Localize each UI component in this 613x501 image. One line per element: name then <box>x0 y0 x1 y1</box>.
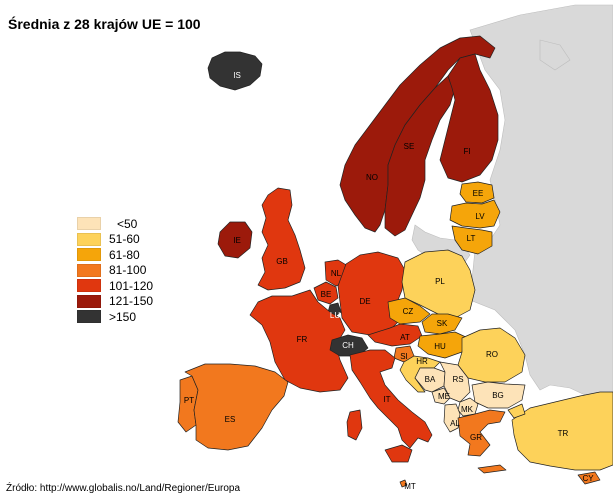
label-LV: LV <box>475 212 485 221</box>
label-SK: SK <box>437 319 448 328</box>
legend-swatch <box>77 248 101 262</box>
label-IT: IT <box>383 395 390 404</box>
label-SI: SI <box>400 352 408 361</box>
country-IT-sicily[interactable] <box>384 444 413 463</box>
country-MT[interactable] <box>399 479 408 488</box>
country-CZ[interactable] <box>387 297 431 325</box>
legend-item: <50 <box>77 216 153 232</box>
legend-item: 51-60 <box>77 232 153 248</box>
country-LT[interactable] <box>451 225 493 255</box>
label-PL: PL <box>435 277 445 286</box>
country-GR[interactable] <box>457 409 506 457</box>
country-FI[interactable] <box>439 53 499 183</box>
country-SE[interactable] <box>384 75 456 237</box>
country-SK[interactable] <box>421 313 463 335</box>
legend-item: 61-80 <box>77 247 153 263</box>
country-BG[interactable] <box>471 381 526 409</box>
legend-item: >150 <box>77 309 153 325</box>
legend-swatch <box>77 279 101 293</box>
label-BG: BG <box>492 391 504 400</box>
label-EE: EE <box>473 189 484 198</box>
country-ME[interactable] <box>431 387 451 405</box>
label-GR: GR <box>470 433 482 442</box>
label-ME: ME <box>438 392 450 401</box>
label-IE: IE <box>233 236 241 245</box>
label-CY: CY <box>582 474 594 483</box>
legend-label: 81-100 <box>109 263 147 278</box>
label-MK: MK <box>461 405 474 414</box>
legend-swatch <box>77 294 101 308</box>
map-title: Średnia z 28 krajów UE = 100 <box>8 16 201 32</box>
legend-swatch <box>77 263 101 277</box>
label-BA: BA <box>425 375 436 384</box>
country-IT[interactable] <box>349 349 433 449</box>
label-MT: MT <box>404 482 416 491</box>
country-ES[interactable] <box>184 363 289 451</box>
legend-swatch <box>77 310 101 324</box>
label-HR: HR <box>416 357 428 366</box>
legend-label: 121-150 <box>109 294 154 309</box>
legend-label: 101-120 <box>109 278 154 293</box>
label-NL: NL <box>331 269 342 278</box>
country-BA[interactable] <box>414 367 446 393</box>
label-HU: HU <box>434 342 446 351</box>
country-EE[interactable] <box>459 181 495 204</box>
label-GB: GB <box>276 257 288 266</box>
legend-label: 51-60 <box>109 232 140 247</box>
label-SE: SE <box>404 142 415 151</box>
label-PT: PT <box>184 396 194 405</box>
label-TR: TR <box>558 429 569 438</box>
source-note: Źródło: http://www.globalis.no/Land/Regi… <box>6 483 241 494</box>
legend-swatch <box>77 217 101 231</box>
country-GB[interactable] <box>257 187 306 291</box>
legend-label: 61-80 <box>109 247 140 262</box>
country-IT-sardinia[interactable] <box>346 409 363 441</box>
legend-item: 101-120 <box>77 278 153 294</box>
country-TR[interactable] <box>511 391 613 471</box>
label-NO: NO <box>366 173 378 182</box>
label-LT: LT <box>467 234 476 243</box>
label-AL: AL <box>450 419 460 428</box>
label-RO: RO <box>486 350 498 359</box>
country-DE[interactable] <box>337 251 406 336</box>
country-TR-thrace[interactable] <box>507 403 526 419</box>
label-IS: IS <box>233 71 241 80</box>
label-CZ: CZ <box>403 307 414 316</box>
country-FR[interactable] <box>249 289 349 393</box>
legend-label: >150 <box>109 309 137 324</box>
label-CH: CH <box>342 341 354 350</box>
label-LU: LU <box>330 311 340 320</box>
label-DE: DE <box>359 297 370 306</box>
country-RO[interactable] <box>457 327 526 383</box>
label-AT: AT <box>400 333 410 342</box>
legend-swatch <box>77 232 101 246</box>
legend-label: <50 <box>117 216 138 231</box>
country-LV[interactable] <box>449 199 501 229</box>
label-ES: ES <box>225 415 236 424</box>
country-BE[interactable] <box>313 281 339 305</box>
country-IE[interactable] <box>217 221 253 259</box>
non-member-territory <box>539 39 571 71</box>
legend-item: 81-100 <box>77 263 153 279</box>
country-GR-crete[interactable] <box>477 464 507 474</box>
country-CY[interactable] <box>577 471 601 485</box>
label-FR: FR <box>297 335 308 344</box>
label-BE: BE <box>321 290 332 299</box>
country-labels: IS NO SE FI EE LV LT IE GB NL BE LU DE P… <box>184 71 594 491</box>
country-IS[interactable] <box>207 51 263 91</box>
label-FI: FI <box>463 147 470 156</box>
label-RS: RS <box>452 375 463 384</box>
legend-item: 121-150 <box>77 294 153 310</box>
legend: <50 51-60 61-80 81-100 101-120 121-150 >… <box>77 216 153 325</box>
country-AL[interactable] <box>443 403 461 433</box>
